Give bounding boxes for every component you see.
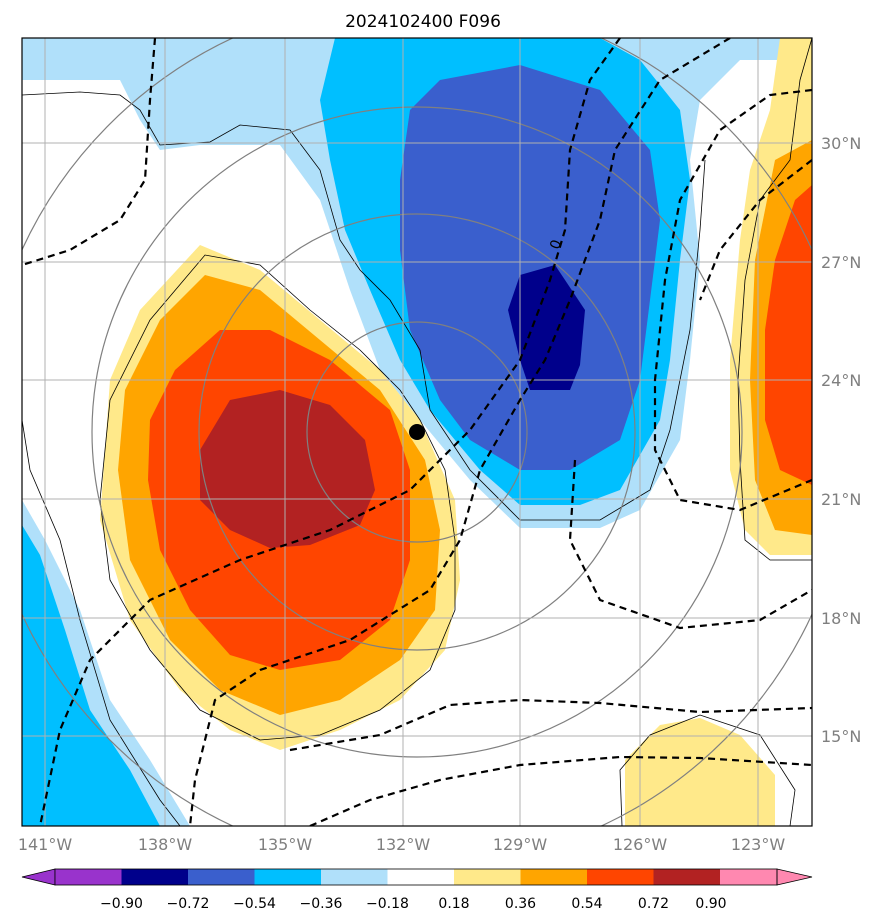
colorbar-bin-9 xyxy=(653,869,720,885)
negative-anomaly-shading xyxy=(22,38,812,826)
latitude-labels: 30°N 27°N 24°N 21°N 18°N 15°N xyxy=(821,134,861,746)
colorbar-tick-label: 0.18 xyxy=(438,896,469,912)
royal-blue-region xyxy=(400,65,660,470)
colorbar-bin-4 xyxy=(321,869,388,885)
light-yellow-region-south xyxy=(625,718,775,826)
range-circles xyxy=(22,38,812,826)
map-frame xyxy=(21,37,813,827)
colorbar-bin-5 xyxy=(387,869,454,885)
positive-anomaly-shading xyxy=(100,38,812,826)
colorbar-over-arrow xyxy=(776,868,813,886)
colorbar-bin-10 xyxy=(720,869,777,885)
colorbar-tick-label: 0.90 xyxy=(695,896,726,912)
lon-label-123w: 123°W xyxy=(731,835,786,854)
colorbar: −0.90 −0.72 −0.54 −0.36 −0.18 0.18 0.36 … xyxy=(21,868,813,912)
colorbar-tick-label: −0.36 xyxy=(300,896,343,912)
colorbar-bin-3 xyxy=(254,869,321,885)
red-orange-region-east xyxy=(765,185,812,485)
lon-label-132w: 132°W xyxy=(376,835,431,854)
colorbar-tick-label: 0.36 xyxy=(505,896,536,912)
dashed-contours xyxy=(22,38,812,826)
lat-label-30n: 30°N xyxy=(821,134,861,153)
colorbar-under-arrow xyxy=(21,868,56,886)
colorbar-bin-0 xyxy=(55,869,122,885)
lat-label-27n: 27°N xyxy=(821,253,861,272)
storm-center-marker xyxy=(409,424,425,440)
colorbar-bin-7 xyxy=(520,869,587,885)
lon-label-135w: 135°W xyxy=(258,835,313,854)
colorbar-tick-label: −0.90 xyxy=(100,896,143,912)
gridlines xyxy=(22,38,812,826)
lon-label-138w: 138°W xyxy=(138,835,193,854)
colorbar-bin-2 xyxy=(188,869,255,885)
map-area: 0 xyxy=(22,38,812,826)
colorbar-tick-label: −0.54 xyxy=(233,896,276,912)
map-title: 2024102400 F096 xyxy=(345,12,501,32)
lon-label-141w: 141°W xyxy=(18,835,73,854)
colorbar-tick-label: 0.72 xyxy=(638,896,669,912)
lon-label-129w: 129°W xyxy=(493,835,548,854)
lat-label-21n: 21°N xyxy=(821,490,861,509)
navy-region xyxy=(508,265,585,390)
dark-red-region xyxy=(200,390,375,548)
longitude-labels: 141°W 138°W 135°W 132°W 129°W 126°W 123°… xyxy=(18,835,786,854)
lon-label-126w: 126°W xyxy=(613,835,668,854)
colorbar-bin-6 xyxy=(454,869,521,885)
colorbar-tick-label: 0.54 xyxy=(571,896,602,912)
lat-label-18n: 18°N xyxy=(821,609,861,628)
colorbar-tick-label: −0.72 xyxy=(167,896,210,912)
colorbar-bin-1 xyxy=(121,869,188,885)
lat-label-15n: 15°N xyxy=(821,727,861,746)
colorbar-tick-label: −0.18 xyxy=(366,896,409,912)
colorbar-bin-8 xyxy=(587,869,654,885)
lat-label-24n: 24°N xyxy=(821,371,861,390)
